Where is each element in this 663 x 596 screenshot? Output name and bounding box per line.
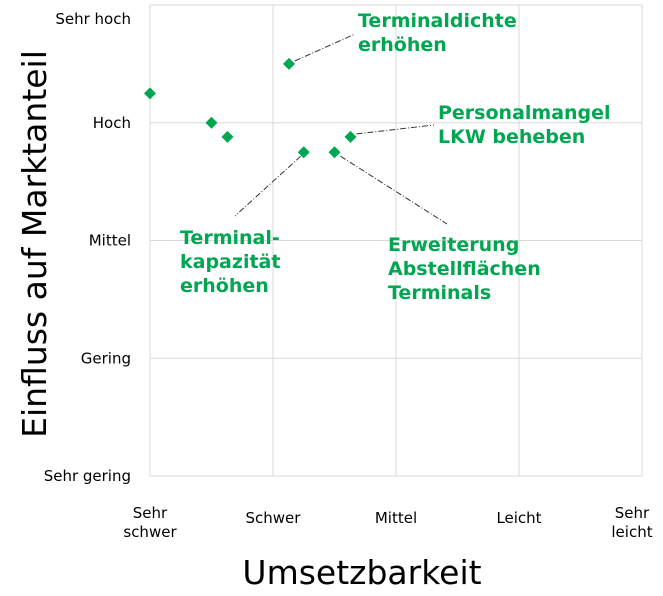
y-tick-label: Hoch (93, 114, 131, 132)
annotation-leaders (234, 33, 448, 225)
annotation-terminaldichte: Terminaldichte erhöhen (358, 10, 517, 56)
data-point (328, 146, 341, 159)
annotation-labels: Terminaldichte erhöhen Personalmangel LKW b… (180, 10, 611, 304)
y-tick-label: Sehr hoch (55, 10, 131, 28)
y-tick-label: Sehr gering (44, 467, 131, 485)
annotation-leader-line (294, 33, 356, 62)
y-tick-labels: Sehr gering Gering Mittel Hoch Sehr hoch (44, 10, 131, 485)
grid-lines (149, 4, 643, 477)
x-tick-label: Sehr schwer (123, 504, 177, 541)
annotation-leader-line (234, 155, 302, 217)
y-axis-title: Einfluss auf Marktanteil (15, 50, 54, 438)
annotation-leader-line (356, 124, 435, 135)
annotation-personalmangel: Personalmangel LKW beheben (438, 102, 611, 148)
x-tick-label: Sehr leicht (611, 504, 652, 541)
x-tick-label: Schwer (246, 509, 302, 527)
annotation-terminalkapazitaet: Terminal-kapazität erhöhen (180, 227, 280, 297)
x-axis-title: Umsetzbarkeit (242, 553, 481, 592)
data-point (221, 130, 234, 143)
x-tick-label: Mittel (375, 509, 417, 527)
annotation-abstellflaechen: Erweiterung Abstellflächen Terminals (388, 234, 541, 304)
y-tick-label: Mittel (89, 232, 131, 250)
data-point (144, 87, 156, 100)
y-tick-label: Gering (81, 349, 131, 367)
data-point (297, 146, 310, 159)
data-point (205, 116, 218, 129)
data-points (144, 57, 357, 159)
x-tick-label: Leicht (496, 509, 541, 527)
annotation-leader-line (340, 155, 448, 225)
data-point (282, 57, 295, 70)
x-tick-labels: Sehr schwer Schwer Mittel Leicht Sehr leicht (123, 504, 652, 541)
data-point (344, 130, 357, 143)
